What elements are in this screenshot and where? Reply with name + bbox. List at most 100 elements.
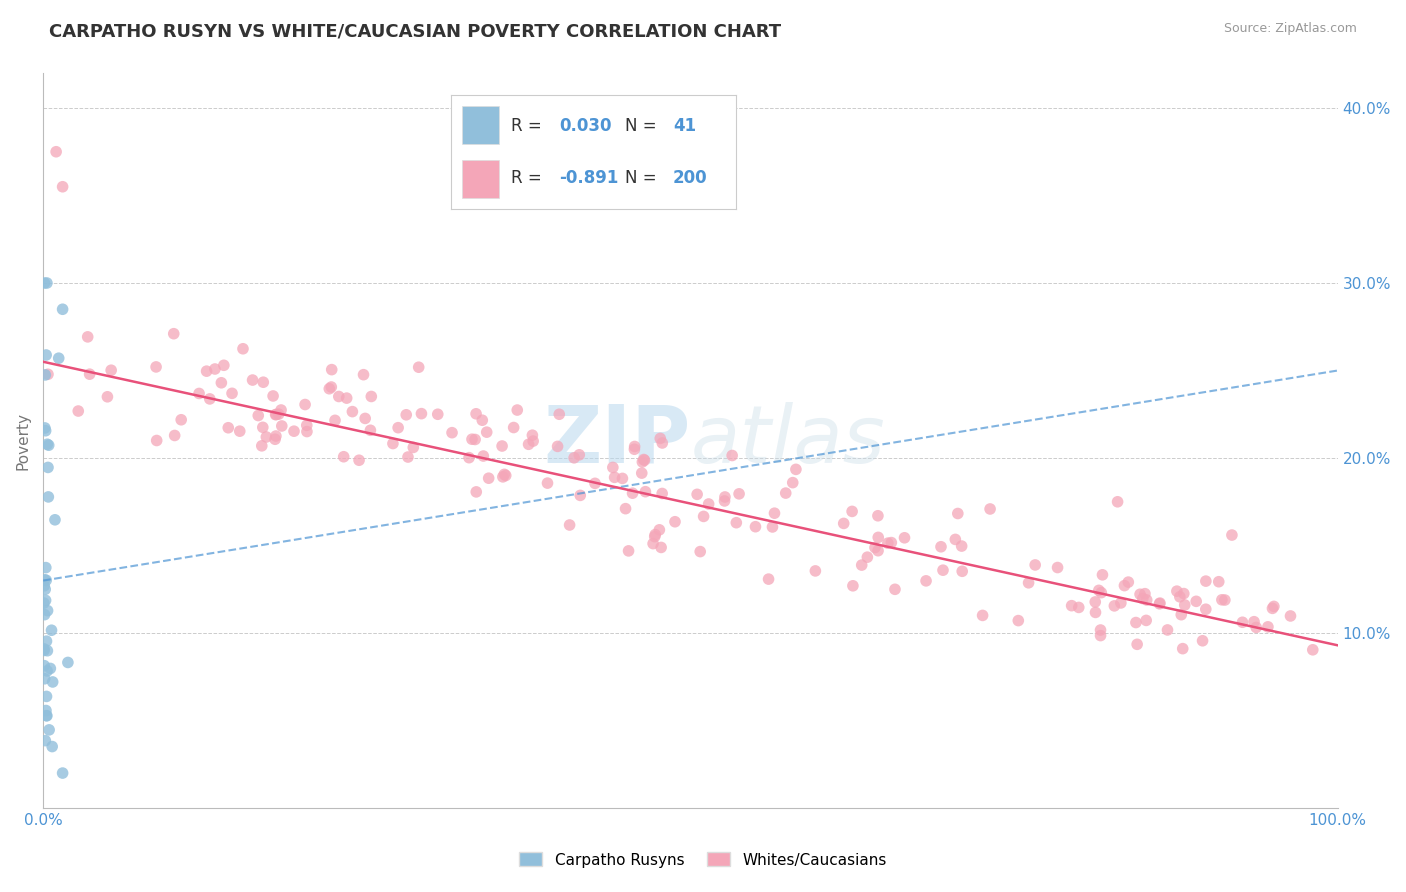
Text: atlas: atlas (690, 401, 886, 480)
Point (283, 424, 305, 438)
Point (44, 513, 66, 527)
Point (631, 455, 654, 469)
Point (876, 536, 898, 550)
Point (863, 541, 886, 555)
Point (52, 302, 75, 317)
Point (396, 450, 419, 464)
Point (204, 362, 226, 376)
Point (494, 467, 516, 482)
Point (295, 425, 318, 439)
Point (242, 373, 264, 387)
Point (250, 439, 273, 453)
Point (569, 488, 592, 502)
Point (1046, 560, 1069, 574)
Point (408, 360, 430, 375)
Point (713, 494, 735, 508)
Point (267, 407, 290, 421)
Point (558, 518, 581, 533)
Point (252, 375, 274, 389)
Point (650, 541, 672, 555)
Point (761, 520, 783, 534)
Point (1149, 596, 1171, 610)
Point (188, 386, 211, 401)
Point (1257, 620, 1279, 634)
Point (763, 506, 786, 520)
Point (562, 450, 585, 465)
Point (1211, 592, 1233, 607)
Point (1279, 609, 1302, 624)
Point (492, 470, 515, 484)
Point (76, 330, 98, 344)
Point (634, 484, 657, 499)
Point (1090, 629, 1112, 643)
Point (495, 468, 517, 483)
Point (475, 425, 498, 439)
Point (725, 516, 748, 530)
Point (547, 439, 569, 453)
Point (1166, 584, 1188, 599)
Point (52, 179, 75, 194)
Point (880, 535, 903, 549)
Point (170, 413, 193, 427)
Point (603, 470, 626, 484)
Point (145, 359, 167, 374)
Point (35, 708, 58, 723)
Point (39, 661, 62, 675)
Point (34, 672, 56, 686)
Point (328, 389, 350, 403)
Point (32, 658, 55, 673)
Point (650, 432, 672, 446)
Point (522, 428, 544, 442)
Point (506, 403, 529, 417)
Point (1114, 579, 1136, 593)
Point (96, 390, 118, 404)
Point (45, 145, 67, 159)
Point (270, 403, 292, 417)
Point (323, 413, 346, 427)
Point (34, 424, 56, 438)
Point (1104, 599, 1126, 613)
Point (775, 486, 797, 500)
Point (950, 539, 973, 553)
Point (67, 404, 90, 418)
Point (644, 527, 666, 541)
Point (34, 421, 56, 435)
Point (34, 593, 56, 607)
Point (884, 582, 907, 597)
Point (583, 476, 606, 491)
Point (728, 487, 751, 501)
Point (651, 486, 673, 500)
Point (866, 508, 889, 523)
Point (1060, 599, 1083, 613)
Point (1173, 586, 1195, 600)
Point (1171, 641, 1194, 656)
Point (461, 432, 484, 446)
Point (37, 490, 59, 504)
Point (491, 439, 513, 453)
Point (868, 530, 890, 544)
Text: ZIP: ZIP (543, 401, 690, 480)
Point (37, 437, 59, 451)
Point (1213, 593, 1236, 607)
Point (1067, 600, 1090, 615)
Point (804, 564, 827, 578)
Point (464, 433, 486, 447)
Point (633, 452, 655, 467)
Point (721, 449, 744, 463)
Point (100, 363, 122, 377)
Point (458, 450, 481, 465)
Point (198, 392, 221, 406)
Point (1195, 602, 1218, 616)
Point (354, 411, 377, 425)
Point (633, 453, 655, 467)
Point (217, 421, 239, 435)
Point (630, 466, 652, 480)
Point (950, 564, 973, 578)
Point (441, 425, 464, 440)
Point (232, 342, 254, 356)
Point (195, 364, 218, 378)
Point (32, 643, 55, 657)
Point (52, 766, 75, 780)
Point (262, 389, 284, 403)
Point (621, 486, 644, 500)
